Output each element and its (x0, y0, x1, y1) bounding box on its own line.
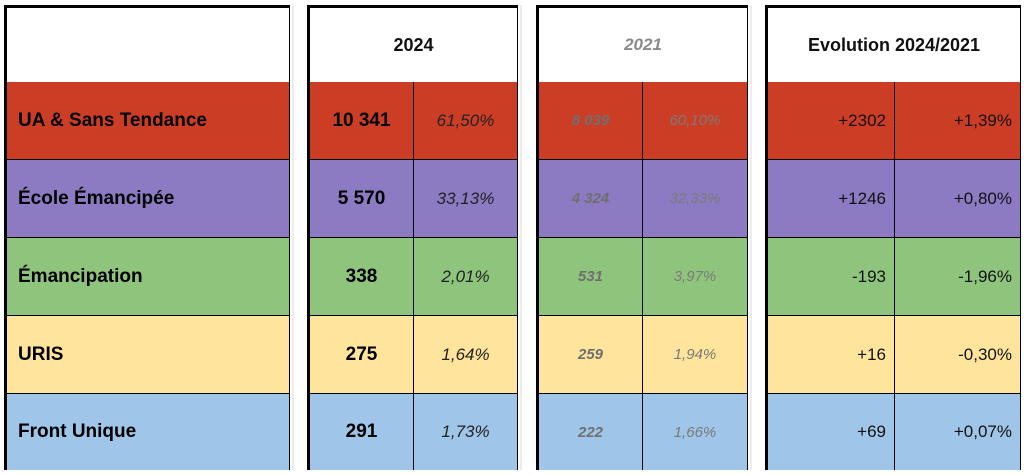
group-gap-shadow (520, 5, 522, 470)
percent-2024: 33,13% (414, 160, 517, 237)
percent-2024: 61,50% (414, 82, 517, 159)
percent-2021: 1,66% (643, 394, 747, 470)
percent-2021: 1,94% (643, 316, 747, 393)
value-2021: 222 (539, 394, 642, 470)
row-label: URIS (7, 316, 289, 393)
group-gap (748, 0, 765, 475)
value-2021: 531 (539, 238, 642, 315)
header-empty (7, 8, 289, 82)
percent-2021: 3,97% (643, 238, 747, 315)
value-2021: 4 324 (539, 160, 642, 237)
group-gap (518, 0, 536, 475)
header-2024: 2024 (310, 8, 517, 82)
value-2024: 10 341 (310, 82, 413, 159)
evolution-percent: +1,39% (895, 82, 1020, 159)
row-label: École Émancipée (7, 160, 289, 237)
row-label: Front Unique (7, 394, 289, 470)
evolution-percent: -1,96% (895, 238, 1020, 315)
value-2021: 259 (539, 316, 642, 393)
evolution-votes: +16 (768, 316, 894, 393)
column-divider (894, 82, 895, 470)
value-2021: 8 039 (539, 82, 642, 159)
row-label: Émancipation (7, 238, 289, 315)
column-divider (413, 82, 414, 470)
value-2024: 5 570 (310, 160, 413, 237)
percent-2024: 1,73% (414, 394, 517, 470)
evolution-votes: -193 (768, 238, 894, 315)
group-gap-shadow (292, 5, 294, 470)
evolution-percent: -0,30% (895, 316, 1020, 393)
value-2024: 291 (310, 394, 413, 470)
header-2021: 2021 (539, 8, 747, 82)
group-gap-shadow (750, 5, 752, 470)
header-evolution: Evolution 2024/2021 (768, 8, 1020, 82)
group-gap (290, 0, 307, 475)
value-2024: 275 (310, 316, 413, 393)
evolution-percent: +0,07% (895, 394, 1020, 470)
evolution-votes: +2302 (768, 82, 894, 159)
column-divider (642, 82, 643, 470)
percent-2024: 2,01% (414, 238, 517, 315)
evolution-votes: +1246 (768, 160, 894, 237)
evolution-percent: +0,80% (895, 160, 1020, 237)
value-2024: 338 (310, 238, 413, 315)
percent-2024: 1,64% (414, 316, 517, 393)
percent-2021: 60,10% (643, 82, 747, 159)
percent-2021: 32,33% (643, 160, 747, 237)
evolution-votes: +69 (768, 394, 894, 470)
row-label: UA & Sans Tendance (7, 82, 289, 159)
